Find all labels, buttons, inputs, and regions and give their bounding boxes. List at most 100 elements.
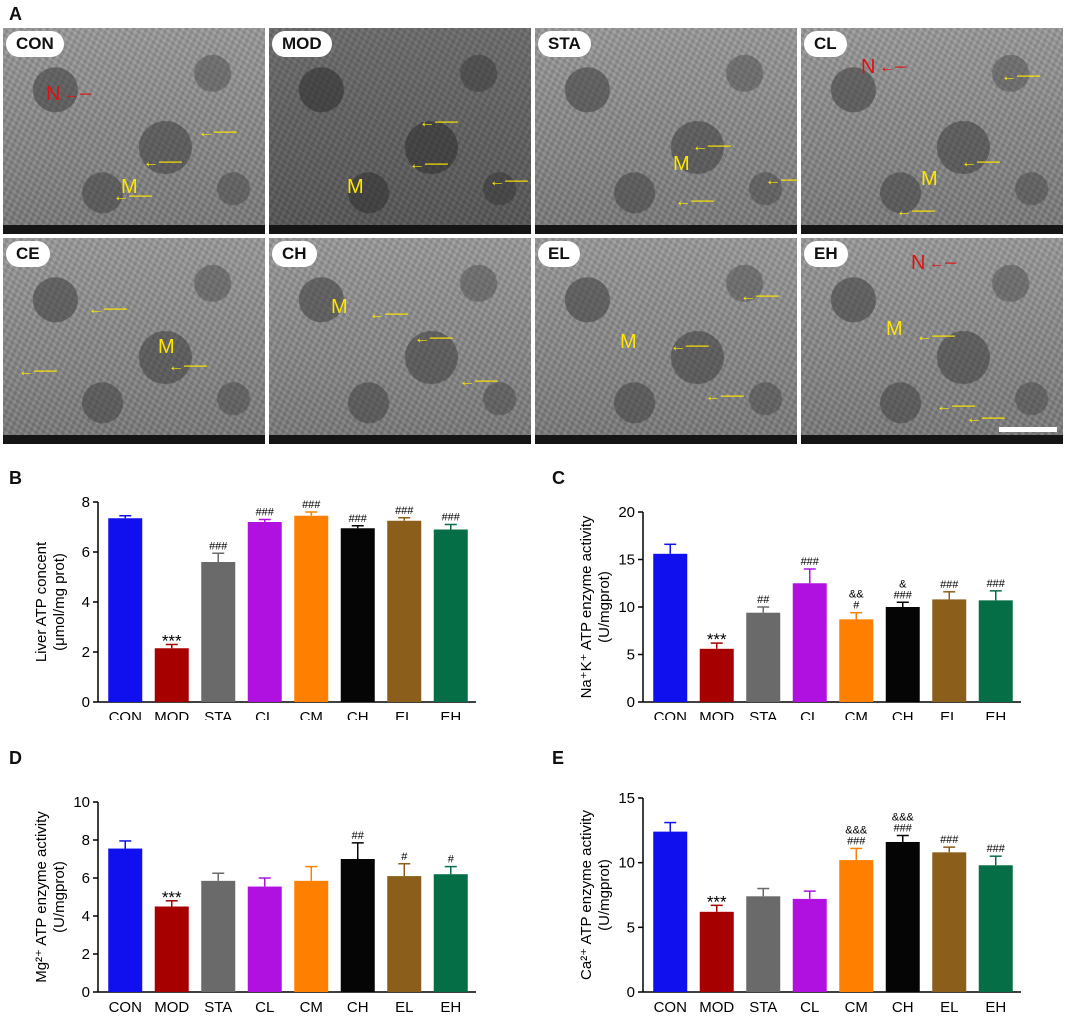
yellow-arrow-icon: ←──: [936, 398, 975, 415]
micrograph-el: EL M ←── ←── ←──: [535, 238, 797, 444]
micrograph-texture: [3, 28, 265, 234]
mitochondria-label: M: [921, 168, 938, 190]
yellow-arrow-icon: ←──: [198, 124, 237, 141]
yellow-arrow-icon: ←──: [489, 173, 528, 190]
scale-bar: [999, 427, 1057, 432]
yellow-arrow-icon: ←──: [961, 154, 1000, 171]
yellow-arrow-icon: ←──: [765, 172, 797, 189]
x-tick-label: CH: [347, 999, 369, 1016]
significance-label: ###: [256, 507, 275, 519]
mitochondria-label: M: [331, 296, 348, 318]
yellow-arrow-icon: ←──: [692, 138, 731, 155]
y-axis-unit: (U/mgprot): [596, 859, 613, 931]
panel-letter-d: D: [9, 748, 22, 768]
bar-ch: [885, 841, 920, 992]
y-tick-label: 8: [82, 494, 90, 511]
y-tick-label: 0: [627, 694, 635, 711]
significance-label: ###: [940, 834, 959, 846]
bar-cl: [247, 886, 282, 992]
significance-label: &&&: [892, 812, 915, 824]
bar-el: [932, 852, 967, 992]
bar-sta: [201, 562, 236, 702]
x-tick-label: STA: [204, 999, 232, 1016]
y-tick-label: 6: [82, 870, 90, 887]
mitochondria-label: M: [158, 336, 175, 358]
bar-con: [653, 831, 688, 992]
micrograph-texture: [535, 28, 797, 234]
yellow-arrow-icon: ←──: [670, 338, 709, 355]
chart-ca-atpase: 0 5 10 15 Ca²⁺ ATP enzyme activity (U/mgprot)…: [578, 790, 1021, 1016]
y-tick-label: 0: [82, 984, 90, 1001]
yellow-arrow-icon: ←──: [916, 328, 955, 345]
x-tick-label: CH: [347, 709, 369, 720]
significance-label: ###: [442, 512, 461, 524]
x-tick-label: CH: [892, 709, 914, 720]
bar-cl: [792, 898, 827, 992]
significance-label: ###: [801, 556, 820, 568]
bar-sta: [746, 896, 781, 992]
yellow-arrow-icon: ←──: [143, 154, 182, 171]
panel-letter-b: B: [9, 468, 22, 488]
x-tick-label: STA: [204, 709, 232, 720]
significance-label: ###: [940, 579, 959, 591]
significance-label: &: [899, 578, 907, 590]
bar-sta: [201, 880, 236, 992]
mitochondria-label: M: [886, 318, 903, 340]
bar-mod: [154, 648, 189, 702]
micrograph-info-strip: [269, 435, 531, 444]
y-axis-unit: (U/mgprot): [596, 571, 613, 643]
mitochondria-label: M: [673, 153, 690, 175]
x-tick-label: CL: [800, 999, 819, 1016]
micrograph-eh: EH M N ←─ ←── ←── ←──: [801, 238, 1063, 444]
x-tick-label: EL: [395, 709, 413, 720]
significance-label: ***: [707, 630, 727, 649]
micrograph-ch: CH M ←── ←── ←──: [269, 238, 531, 444]
significance-label: ##: [352, 830, 365, 842]
red-arrow-icon: ←─: [929, 255, 957, 272]
yellow-arrow-icon: ←──: [705, 388, 744, 405]
bar-eh: [978, 865, 1013, 992]
x-tick-label: CON: [654, 709, 687, 720]
bar-cm: [294, 880, 329, 992]
bar-ch: [340, 859, 375, 992]
y-tick-label: 10: [618, 855, 635, 872]
bar-sta: [746, 612, 781, 702]
micrograph-mod: MOD M ←── ←── ←──: [269, 28, 531, 234]
x-tick-label: CH: [892, 999, 914, 1016]
y-tick-label: 20: [618, 504, 635, 521]
micrograph-label: EH: [804, 241, 848, 267]
bar-cm: [294, 515, 329, 702]
x-tick-label: EH: [985, 999, 1006, 1016]
y-tick-label: 4: [82, 908, 90, 925]
yellow-arrow-icon: ←──: [1001, 68, 1040, 85]
x-tick-label: STA: [749, 709, 777, 720]
micrograph-info-strip: [801, 225, 1063, 234]
x-tick-label: CM: [300, 999, 323, 1016]
x-tick-label: EL: [940, 999, 958, 1016]
significance-label: ###: [987, 578, 1006, 590]
bar-mod: [699, 911, 734, 992]
x-tick-label: CON: [654, 999, 687, 1016]
x-tick-label: CL: [255, 709, 274, 720]
x-tick-label: EH: [440, 999, 461, 1016]
panel-letter-c: C: [552, 468, 565, 488]
y-tick-label: 5: [627, 647, 635, 664]
bar-el: [387, 876, 422, 992]
y-tick-label: 5: [627, 919, 635, 936]
significance-label: #: [448, 854, 455, 866]
micrograph-texture: [535, 238, 797, 444]
bar-ch: [340, 528, 375, 702]
micrograph-texture: [269, 238, 531, 444]
micrograph-texture: [801, 28, 1063, 234]
bar-cm: [839, 619, 874, 702]
x-tick-label: EH: [985, 709, 1006, 720]
significance-label: ###: [847, 835, 866, 847]
bar-con: [653, 553, 688, 702]
panel-letter-a: A: [9, 4, 22, 24]
mitochondria-label: M: [121, 176, 138, 198]
yellow-arrow-icon: ←──: [113, 188, 152, 205]
yellow-arrow-icon: ←──: [896, 203, 935, 220]
red-arrow-icon: ←─: [64, 86, 92, 103]
y-axis-unit: (μmol/mg prot): [51, 553, 68, 651]
